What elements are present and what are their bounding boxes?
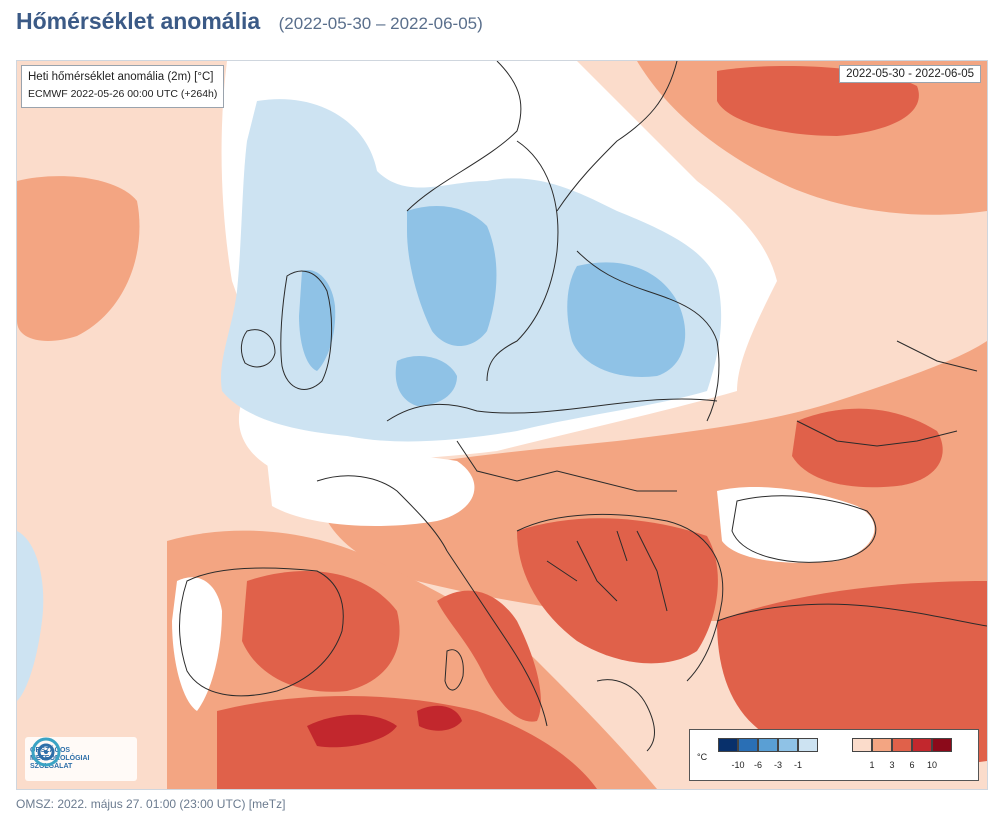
- legend-tick-neg-6: -6: [753, 760, 762, 770]
- page-title: Hőmérséklet anomália (2022-05-30 – 2022-…: [16, 8, 483, 35]
- zone-atlantic-warm: [17, 176, 140, 341]
- map-svg: [17, 61, 987, 789]
- legend-tick-pos-3: 3: [889, 760, 895, 770]
- legend-swatch-pos-3: [892, 738, 912, 752]
- legend-swatch-pos-5: [932, 738, 952, 752]
- logo-line-2: METEOROLÓGIAI: [30, 755, 90, 762]
- legend-swatch-neg-2: [738, 738, 758, 752]
- zone-north-africa-hot: [217, 696, 597, 789]
- zone-balkans-hot: [517, 518, 718, 664]
- legend-tick-pos-1: 1: [869, 760, 875, 770]
- legend-tick-pos-6: 6: [909, 760, 915, 770]
- legend-tick-neg-1: -1: [793, 760, 802, 770]
- borders: [179, 61, 987, 752]
- legend-swatch-pos-4: [912, 738, 932, 752]
- legend-tick-neg-10: -10: [731, 760, 745, 770]
- legend-swatch-pos-2: [872, 738, 892, 752]
- zone-atlantic-cool: [17, 531, 44, 701]
- zone-france-neutral: [267, 453, 475, 526]
- omsz-logo: ORSZÁGOS METEOROLÓGIAI SZOLGÁLAT: [25, 737, 137, 781]
- legend-swatch-neg-4: [778, 738, 798, 752]
- color-legend: °C -10 -6 -3 -1 1 3 6 10: [689, 729, 979, 781]
- zone-north-sea-cold: [395, 356, 457, 406]
- date-range-text: (2022-05-30 – 2022-06-05): [278, 14, 483, 33]
- logo-text: ORSZÁGOS METEOROLÓGIAI SZOLGÁLAT: [30, 747, 90, 771]
- legend-unit: °C: [697, 752, 708, 762]
- zone-turkey-hot: [717, 581, 987, 765]
- anomaly-map[interactable]: Heti hőmérséklet anomália (2m) [°C] ECMW…: [16, 60, 988, 790]
- logo-line-3: SZOLGÁLAT: [30, 763, 73, 770]
- legend-tick-pos-10: 10: [926, 760, 937, 770]
- zone-portugal-neutral: [172, 577, 222, 711]
- map-info-box: Heti hőmérséklet anomália (2m) [°C] ECMW…: [21, 65, 225, 108]
- footer-text: OMSZ: 2022. május 27. 01:00 (23:00 UTC) …: [16, 797, 286, 811]
- legend-swatch-neg-5: [798, 738, 818, 752]
- legend-tick-neg-3: -3: [773, 760, 782, 770]
- zone-north-africa-very-hot-2: [417, 705, 462, 731]
- zone-russia-hot: [717, 66, 919, 136]
- zone-south-russia-hot: [792, 408, 943, 488]
- logo-swirl-icon: [31, 737, 61, 767]
- zone-scandinavia-cold: [407, 206, 497, 346]
- zone-eastern-europe-cold: [567, 262, 686, 377]
- info-line-2: ECMWF 2022-05-26 00:00 UTC (+264h): [28, 88, 218, 100]
- legend-swatch-neg-3: [758, 738, 778, 752]
- zone-north-africa-very-hot: [307, 714, 397, 748]
- title-text: Hőmérséklet anomália: [16, 8, 261, 34]
- legend-swatch-neg-1: [718, 738, 738, 752]
- zone-black-sea-neutral: [717, 486, 875, 563]
- logo-line-1: ORSZÁGOS: [30, 747, 71, 754]
- zone-spain-hot: [242, 571, 400, 692]
- zone-italy-hot: [437, 590, 541, 722]
- zone-britain-cold: [299, 270, 336, 371]
- info-line-1: Heti hőmérséklet anomália (2m) [°C]: [28, 71, 214, 83]
- legend-swatch-pos-1: [852, 738, 872, 752]
- map-date-label: 2022-05-30 - 2022-06-05: [839, 65, 981, 83]
